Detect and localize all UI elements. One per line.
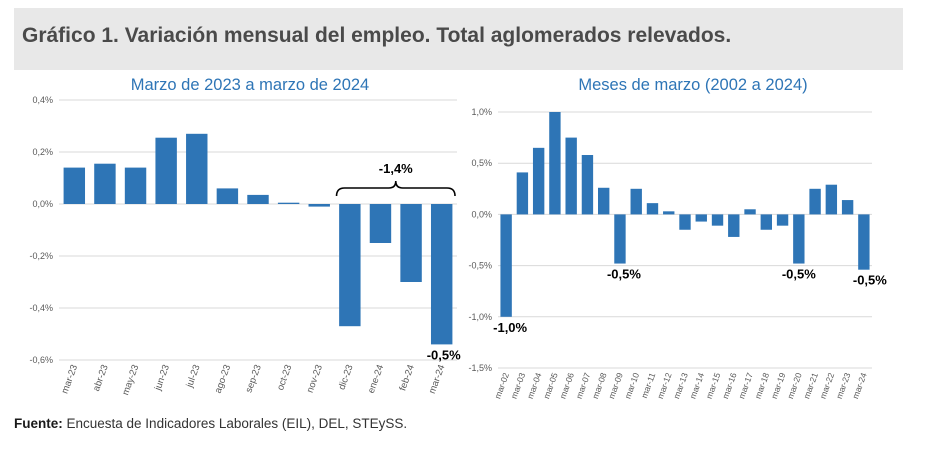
right-bar [598, 187, 610, 215]
right-bar [760, 214, 772, 230]
right-bar [646, 203, 659, 215]
right-bar [630, 188, 642, 215]
left-ytick-label: -0,6% [29, 355, 53, 365]
right-bar [581, 155, 594, 215]
left-bar [216, 188, 239, 204]
left-xtick-label: abr-23 [91, 363, 111, 393]
right-bar [825, 184, 838, 215]
left-title: Marzo de 2023 a marzo de 2024 [131, 76, 370, 94]
right-ytick-label: -0,5% [468, 261, 492, 271]
right-ytick-label: 0,0% [471, 209, 492, 219]
right-bar [532, 147, 545, 215]
left-ytick-label: -0,4% [29, 303, 53, 313]
left-bar [308, 204, 330, 207]
right-data-label: -0,5% [853, 273, 887, 288]
left-ytick-label: -0,2% [29, 251, 53, 261]
left-xtick-label: mar-24 [427, 363, 448, 395]
left-xtick-label: ago-23 [213, 363, 233, 395]
right-data-label: -0,5% [782, 267, 816, 282]
right-bar [793, 214, 805, 264]
source-text: Encuesta de Indicadores Laborales (EIL),… [62, 416, 408, 431]
left-xtick-label: may-23 [120, 363, 141, 397]
left-bar [247, 194, 269, 204]
right-bar [809, 188, 821, 215]
left-bar [369, 204, 392, 243]
left-xtick-label: dic-23 [336, 363, 355, 391]
left-ytick-label: 0,0% [32, 199, 53, 209]
left-bar [400, 204, 422, 282]
left-bar [339, 204, 361, 327]
left-ytick-label: 0,4% [32, 95, 53, 105]
right-title: Meses de marzo (2002 a 2024) [578, 76, 807, 94]
right-bar [711, 214, 724, 226]
chart-monthly-2023-2024: Marzo de 2023 a marzo de 2024 -0,6% -0,4% -… [29, 76, 461, 397]
right-bar [565, 137, 577, 215]
left-bar [124, 167, 147, 204]
left-xtick-label: jun-23 [152, 363, 172, 393]
right-bar [695, 214, 707, 222]
right-bar [679, 214, 691, 230]
left-xtick-label: mar-23 [59, 363, 80, 395]
right-bar [614, 214, 626, 264]
right-ytick-label: 0,5% [471, 158, 492, 168]
left-bar [186, 133, 208, 204]
left-bar [63, 167, 86, 204]
right-bar [500, 214, 512, 317]
page-title: Gráfico 1. Variación mensual del empleo.… [22, 24, 732, 47]
chart-march-2002-2024: Meses de marzo (2002 a 2024) -1,5% -1,0% -0… [468, 76, 887, 400]
left-bar [430, 204, 453, 345]
left-bar [277, 202, 300, 204]
left-bar [94, 163, 116, 204]
right-ytick-label: -1,5% [468, 363, 492, 373]
right-data-label: -1,0% [493, 320, 527, 335]
source-footer: Fuente: Encuesta de Indicadores Laborale… [14, 416, 407, 431]
right-data-label: -0,5% [607, 267, 641, 282]
right-bar [516, 172, 529, 215]
left-brace-label: -1,4% [379, 161, 413, 176]
right-bar [841, 200, 854, 215]
left-xtick-label: oct-23 [275, 363, 294, 392]
source-label: Fuente: [14, 416, 63, 431]
left-ytick-label: 0,2% [32, 147, 53, 157]
right-bar [858, 214, 870, 270]
right-bar [549, 112, 561, 215]
right-bar [744, 209, 756, 215]
title-bar [14, 8, 903, 70]
right-bar [663, 211, 675, 215]
left-bar [155, 137, 177, 204]
right-xtick-label: mar-24 [850, 371, 869, 400]
left-brace [335, 180, 456, 197]
right-bar [776, 214, 789, 226]
left-xtick-label: feb-24 [397, 363, 417, 392]
left-xtick-label: jul-23 [184, 363, 203, 390]
left-data-label: -0,5% [427, 347, 461, 362]
left-xtick-label: ene-24 [366, 363, 386, 395]
right-bar [728, 214, 740, 237]
left-xtick-label: nov-23 [305, 363, 325, 394]
right-ytick-label: -1,0% [468, 312, 492, 322]
right-ytick-label: 1,0% [471, 107, 492, 117]
left-xtick-label: sep-23 [244, 363, 264, 394]
